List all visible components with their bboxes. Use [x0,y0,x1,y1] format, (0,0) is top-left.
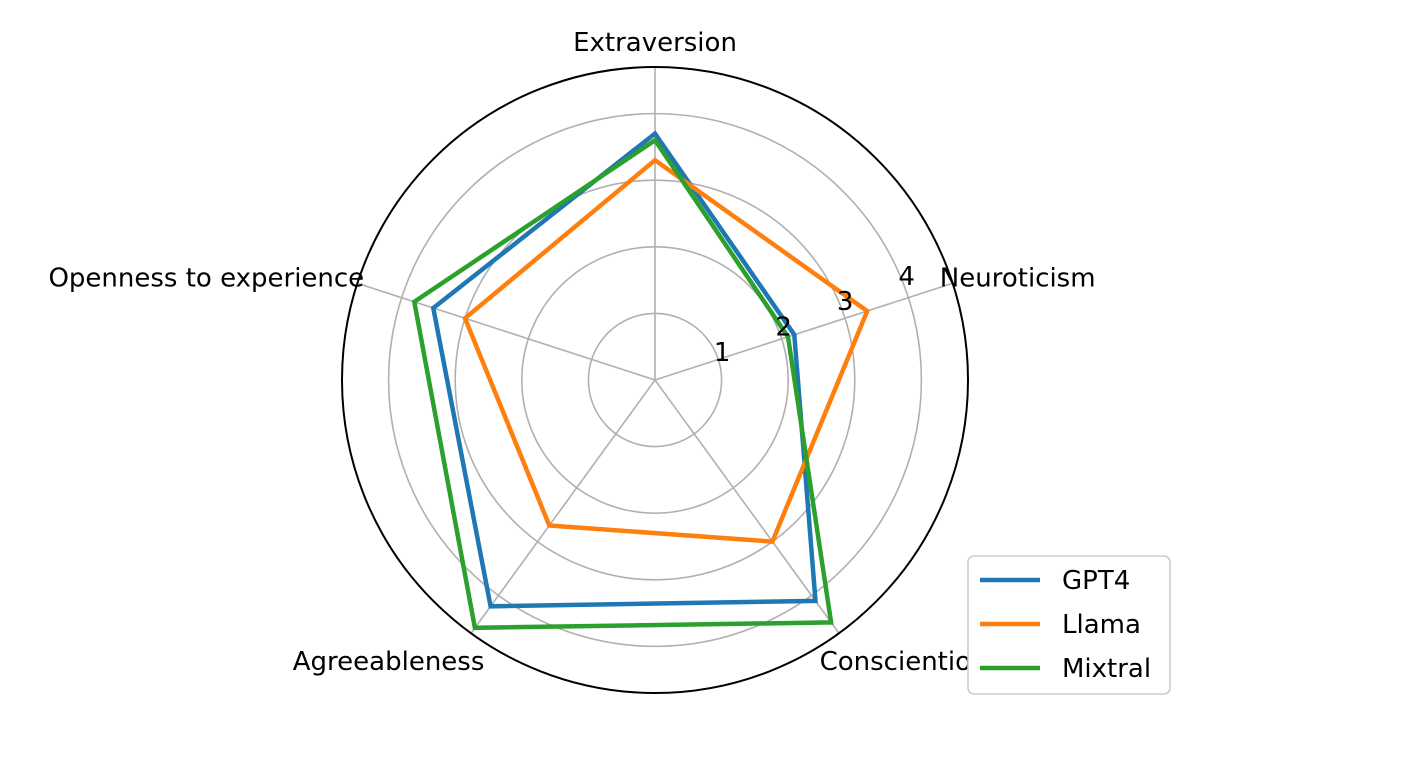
series-layer [411,130,870,631]
category-label-openness-to-experience: Openness to experience [48,264,364,294]
label-layer: Neuroticism Extraversion Openness to exper… [48,28,1095,677]
category-label-agreeableness: Agreeableness [293,647,485,677]
spoke-line [654,379,840,634]
tick-layer: 1 2 3 4 [714,262,915,368]
r-tick-label-4: 4 [898,262,915,292]
category-label-extraversion: Extraversion [573,28,737,58]
spoke-line [654,282,953,381]
r-tick-label-2: 2 [775,313,792,343]
legend-label-llama: Llama [1062,610,1141,640]
r-tick-label-3: 3 [837,287,854,317]
legend-label-mixtral: Mixtral [1062,654,1151,684]
series-line-mixtral [411,137,834,631]
series-line-gpt4 [430,130,818,609]
spoke-line [357,282,656,381]
spoke-line [470,379,656,634]
legend: GPT4 Llama Mixtral [967,555,1171,695]
series-line-llama [462,157,870,544]
r-tick-label-1: 1 [714,338,731,368]
category-label-neuroticism: Neuroticism [940,264,1096,294]
legend-label-gpt4: GPT4 [1062,566,1130,596]
legend-box [967,555,1171,695]
outer-frame [341,66,969,694]
grid-layer [341,66,969,694]
